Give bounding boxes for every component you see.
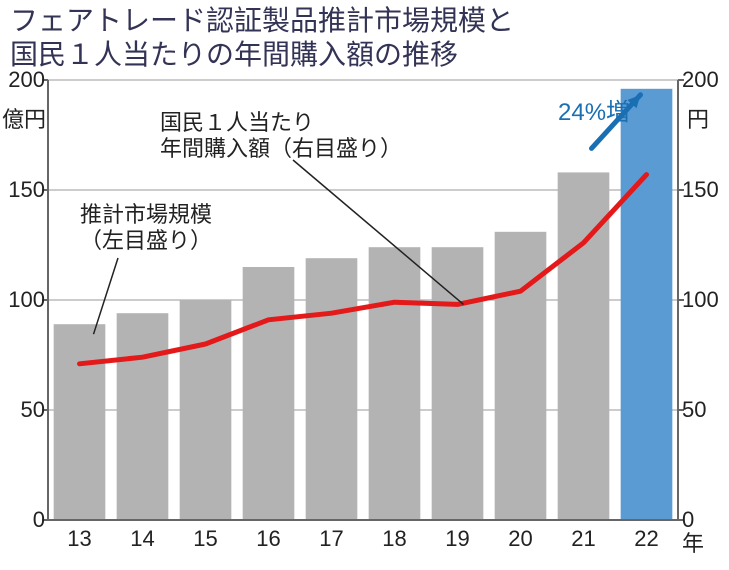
- bar: [432, 247, 484, 520]
- x-tick: 13: [67, 526, 91, 552]
- y-right-tick: 150: [682, 177, 719, 203]
- y-right-tick: 200: [682, 67, 719, 93]
- bar-highlight: [621, 89, 673, 520]
- x-tick: 15: [193, 526, 217, 552]
- line-series-label: 国民１人当たり 年間購入額（右目盛り）: [160, 110, 402, 163]
- y-left-tick: 50: [21, 397, 45, 423]
- y-right-tick: 100: [682, 287, 719, 313]
- bar: [369, 247, 421, 520]
- x-tick: 22: [634, 526, 658, 552]
- x-tick: 19: [445, 526, 469, 552]
- left-axis-unit: 億円: [2, 102, 46, 134]
- bar: [54, 324, 106, 520]
- x-tick: 17: [319, 526, 343, 552]
- growth-annotation: 24%増: [558, 92, 630, 127]
- bar-series-label: 推計市場規模 （左目盛り）: [80, 202, 212, 255]
- bar: [180, 300, 232, 520]
- right-axis-unit: 円: [687, 102, 709, 134]
- x-tick: 14: [130, 526, 154, 552]
- bar: [306, 258, 358, 520]
- x-tick: 20: [508, 526, 532, 552]
- bar: [243, 267, 295, 520]
- y-left-tick: 150: [8, 177, 45, 203]
- y-left-tick: 100: [8, 287, 45, 313]
- x-axis-suffix: 年: [682, 526, 704, 558]
- x-tick: 21: [571, 526, 595, 552]
- chart-title: フェアトレード認証製品推計市場規模と 国民１人当たりの年間購入額の推移: [10, 4, 514, 71]
- y-left-tick: 200: [8, 67, 45, 93]
- bar: [117, 313, 169, 520]
- x-tick: 16: [256, 526, 280, 552]
- y-left-tick: 0: [33, 507, 45, 533]
- y-right-tick: 50: [682, 397, 706, 423]
- x-tick: 18: [382, 526, 406, 552]
